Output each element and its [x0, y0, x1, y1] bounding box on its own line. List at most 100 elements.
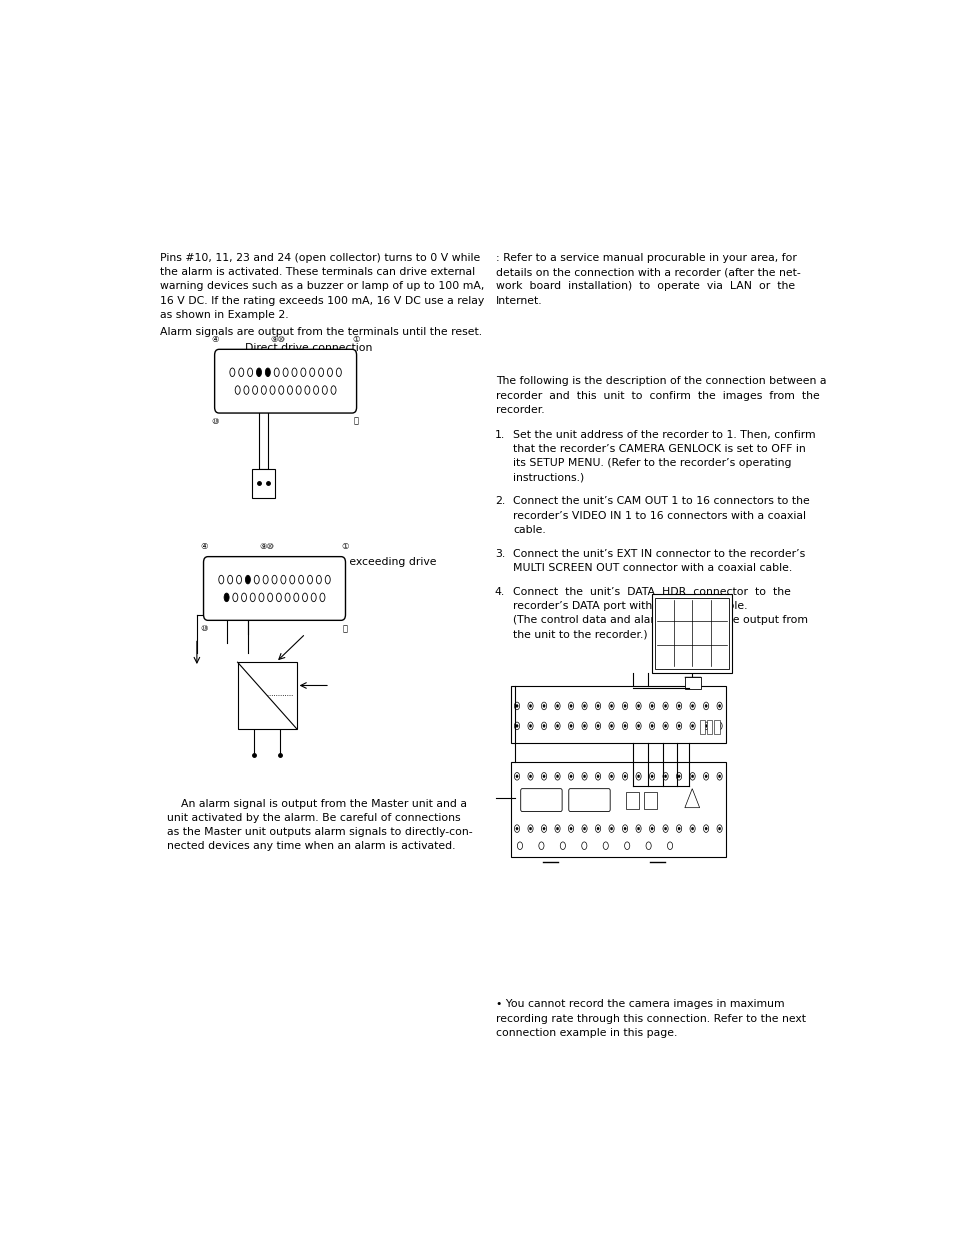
- Ellipse shape: [542, 725, 544, 727]
- Ellipse shape: [664, 704, 666, 708]
- Ellipse shape: [556, 704, 558, 708]
- Text: details on the connection with a recorder (after the net-: details on the connection with a recorde…: [496, 267, 801, 277]
- Ellipse shape: [325, 576, 330, 584]
- Ellipse shape: [662, 825, 667, 832]
- Ellipse shape: [319, 593, 325, 601]
- Ellipse shape: [621, 825, 627, 832]
- Ellipse shape: [527, 703, 533, 710]
- Ellipse shape: [717, 722, 721, 730]
- Ellipse shape: [238, 368, 243, 377]
- Text: Connect the unit’s EXT IN connector to the recorder’s: Connect the unit’s EXT IN connector to t…: [513, 548, 804, 558]
- Ellipse shape: [624, 842, 629, 850]
- Text: 4.: 4.: [495, 587, 504, 597]
- Ellipse shape: [516, 725, 517, 727]
- Ellipse shape: [569, 827, 572, 830]
- Bar: [511, 762, 724, 857]
- Ellipse shape: [514, 703, 519, 710]
- Ellipse shape: [608, 703, 614, 710]
- Ellipse shape: [516, 827, 517, 830]
- Ellipse shape: [529, 725, 531, 727]
- Text: as the Master unit outputs alarm signals to directly-con-: as the Master unit outputs alarm signals…: [167, 827, 473, 837]
- Ellipse shape: [270, 385, 274, 394]
- Text: its SETUP MENU. (Refer to the recorder’s operating: its SETUP MENU. (Refer to the recorder’s…: [513, 458, 791, 468]
- Ellipse shape: [595, 773, 600, 781]
- Ellipse shape: [555, 773, 559, 781]
- Bar: [699, 720, 704, 735]
- Ellipse shape: [718, 725, 720, 727]
- Ellipse shape: [290, 576, 294, 584]
- Ellipse shape: [676, 722, 681, 730]
- Text: Set the unit address of the recorder to 1. Then, confirm: Set the unit address of the recorder to …: [513, 430, 815, 440]
- Ellipse shape: [254, 576, 259, 584]
- Ellipse shape: [258, 593, 264, 601]
- Ellipse shape: [274, 368, 279, 377]
- Ellipse shape: [649, 703, 654, 710]
- Ellipse shape: [527, 825, 533, 832]
- Ellipse shape: [327, 368, 332, 377]
- Ellipse shape: [610, 774, 612, 778]
- Ellipse shape: [542, 704, 544, 708]
- Text: Connect  the  unit’s  DATA  HDR  connector  to  the: Connect the unit’s DATA HDR connector to…: [513, 587, 790, 597]
- Ellipse shape: [244, 385, 249, 394]
- Ellipse shape: [261, 385, 266, 394]
- Ellipse shape: [336, 368, 341, 377]
- Ellipse shape: [305, 385, 310, 394]
- Ellipse shape: [263, 576, 268, 584]
- Text: unit activated by the alarm. Be careful of connections: unit activated by the alarm. Be careful …: [167, 813, 460, 823]
- Ellipse shape: [581, 703, 586, 710]
- Ellipse shape: [691, 725, 693, 727]
- Ellipse shape: [676, 825, 681, 832]
- Ellipse shape: [704, 725, 706, 727]
- Polygon shape: [684, 789, 699, 808]
- Ellipse shape: [597, 725, 598, 727]
- Ellipse shape: [236, 576, 241, 584]
- Text: : Refer to a service manual procurable in your area, for: : Refer to a service manual procurable i…: [496, 253, 797, 263]
- Ellipse shape: [568, 703, 573, 710]
- Ellipse shape: [623, 827, 625, 830]
- FancyBboxPatch shape: [568, 789, 610, 811]
- Ellipse shape: [678, 704, 679, 708]
- Text: work  board  installation)  to  operate  via  LAN  or  the: work board installation) to operate via …: [496, 282, 795, 291]
- Ellipse shape: [597, 704, 598, 708]
- Ellipse shape: [637, 774, 639, 778]
- Ellipse shape: [245, 576, 250, 584]
- Ellipse shape: [538, 842, 543, 850]
- Text: ⑭: ⑭: [353, 417, 358, 426]
- Text: 1.: 1.: [495, 430, 504, 440]
- Text: recording rate through this connection. Refer to the next: recording rate through this connection. …: [496, 1014, 805, 1024]
- Text: Internet.: Internet.: [496, 295, 542, 305]
- Ellipse shape: [636, 773, 640, 781]
- Ellipse shape: [555, 825, 559, 832]
- Ellipse shape: [702, 825, 708, 832]
- Ellipse shape: [650, 725, 653, 727]
- Text: warning devices such as a buzzer or lamp of up to 100 mA,: warning devices such as a buzzer or lamp…: [160, 282, 484, 291]
- Ellipse shape: [718, 704, 720, 708]
- Text: ⑩: ⑩: [200, 624, 208, 634]
- Text: ⑨⑩: ⑨⑩: [259, 542, 274, 551]
- Ellipse shape: [595, 825, 600, 832]
- Ellipse shape: [623, 704, 625, 708]
- Text: the alarm is activated. These terminals can drive external: the alarm is activated. These terminals …: [160, 267, 475, 277]
- Ellipse shape: [314, 385, 318, 394]
- Ellipse shape: [691, 827, 693, 830]
- Text: that the recorder’s CAMERA GENLOCK is set to OFF in: that the recorder’s CAMERA GENLOCK is se…: [513, 443, 805, 454]
- Ellipse shape: [276, 593, 281, 601]
- Ellipse shape: [529, 774, 531, 778]
- Text: (The control data and alarm signal will be output from: (The control data and alarm signal will …: [513, 615, 807, 625]
- Ellipse shape: [610, 827, 612, 830]
- Ellipse shape: [662, 722, 667, 730]
- Ellipse shape: [527, 773, 533, 781]
- Ellipse shape: [310, 368, 314, 377]
- Ellipse shape: [676, 773, 681, 781]
- Ellipse shape: [583, 774, 585, 778]
- Ellipse shape: [250, 593, 255, 601]
- Ellipse shape: [280, 576, 286, 584]
- Ellipse shape: [556, 774, 558, 778]
- Ellipse shape: [649, 773, 654, 781]
- Ellipse shape: [608, 773, 614, 781]
- Ellipse shape: [224, 593, 229, 601]
- Text: ①: ①: [340, 542, 348, 551]
- Text: An alarm signal is output from the Master unit and a: An alarm signal is output from the Maste…: [167, 799, 467, 809]
- Ellipse shape: [704, 774, 706, 778]
- FancyBboxPatch shape: [520, 789, 561, 811]
